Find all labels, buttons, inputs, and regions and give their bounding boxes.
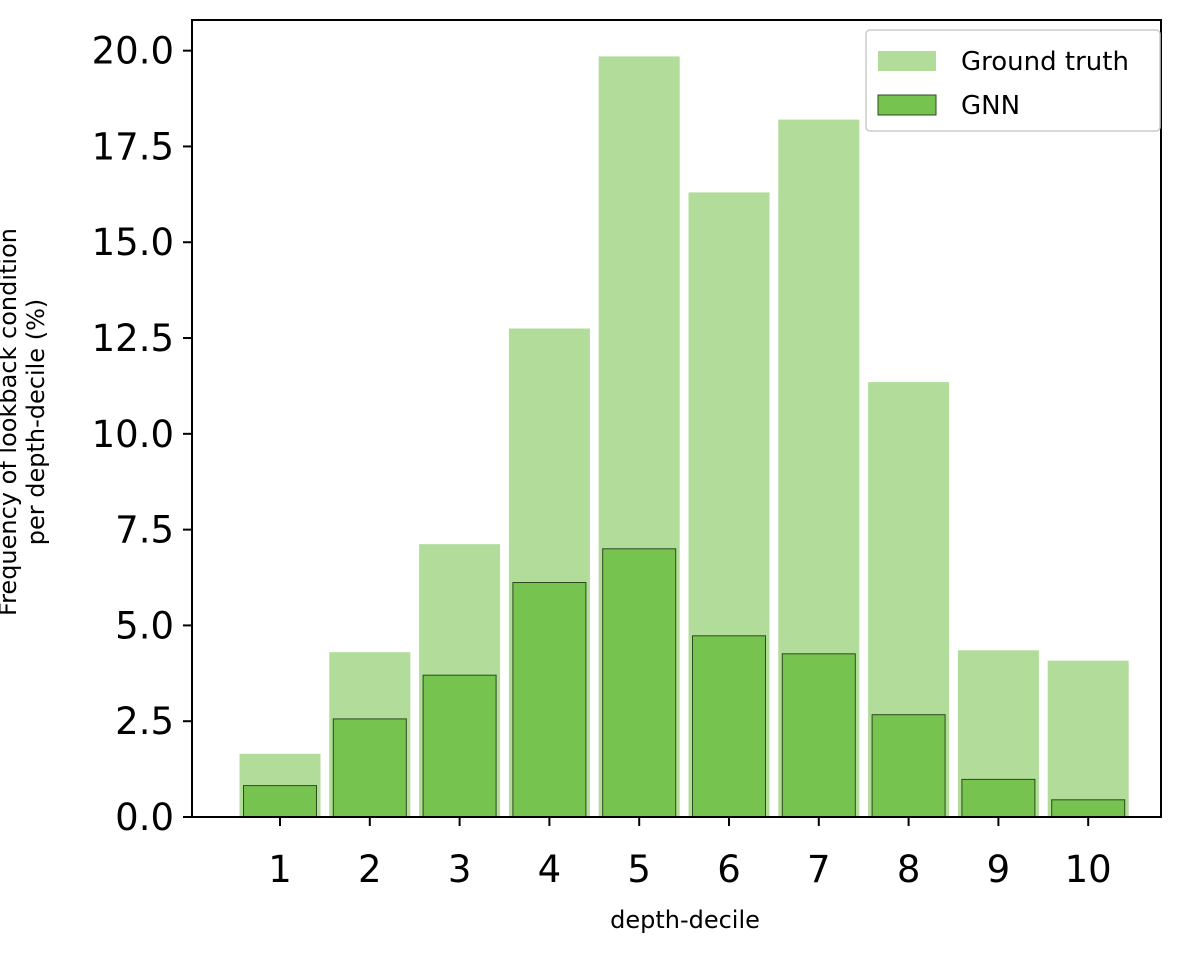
x-axis-label: depth-decile xyxy=(610,906,760,934)
legend-swatch-gnn xyxy=(877,94,937,116)
ground-truth-bar-10 xyxy=(1047,660,1129,817)
x-axis: 1 2 3 4 5 6 7 8 9 10 xyxy=(268,817,1112,891)
y-axis-label: Frequency of lookback condition per dept… xyxy=(0,228,50,616)
y-tick-label: 17.5 xyxy=(92,125,174,168)
gnn-bar-5 xyxy=(602,548,677,818)
legend-frame xyxy=(865,29,1161,132)
gnn-bars xyxy=(243,548,1126,818)
plot-frame xyxy=(191,19,1162,818)
x-tick-label: 1 xyxy=(268,848,292,891)
y-tick-label: 2.5 xyxy=(115,700,174,743)
y-axis-label-line-2: per depth-decile (%) xyxy=(22,299,50,545)
gnn-bar-9 xyxy=(961,778,1036,818)
x-tick-label: 6 xyxy=(717,848,741,891)
y-tick-label: 5.0 xyxy=(115,604,174,647)
x-tick-label: 2 xyxy=(358,848,382,891)
x-tick-label: 10 xyxy=(1065,848,1112,891)
x-tick-label: 7 xyxy=(807,848,831,891)
y-tick-label: 0.0 xyxy=(115,796,174,839)
gnn-bar-8 xyxy=(871,714,946,818)
gnn-bar-2 xyxy=(332,718,407,818)
y-tick-label: 20.0 xyxy=(92,30,174,73)
y-tick-label: 15.0 xyxy=(92,221,174,264)
x-tick-label: 4 xyxy=(538,848,562,891)
legend-label-ground-truth: Ground truth xyxy=(961,47,1129,77)
gnn-bar-4 xyxy=(512,582,587,818)
gnn-bar-10 xyxy=(1051,799,1126,818)
x-tick-label: 3 xyxy=(448,848,472,891)
gnn-bar-6 xyxy=(692,635,766,818)
gnn-bar-3 xyxy=(422,674,497,818)
y-tick-label: 7.5 xyxy=(115,509,174,552)
gnn-bar-1 xyxy=(243,785,317,818)
legend-swatch-ground-truth xyxy=(878,51,936,71)
y-tick-label: 10.0 xyxy=(92,413,174,456)
x-tick-label: 8 xyxy=(897,848,921,891)
legend-label-gnn: GNN xyxy=(961,91,1020,121)
y-tick-label: 12.5 xyxy=(92,317,174,360)
x-tick-label: 9 xyxy=(987,848,1011,891)
gnn-bar-7 xyxy=(781,653,856,818)
legend: Ground truth GNN xyxy=(865,29,1161,132)
y-axis-label-line-1: Frequency of lookback condition xyxy=(0,228,22,616)
x-tick-label: 5 xyxy=(627,848,651,891)
y-axis: 0.0 2.5 5.0 7.5 10.0 12.5 15.0 17.5 20.0 xyxy=(92,30,192,839)
